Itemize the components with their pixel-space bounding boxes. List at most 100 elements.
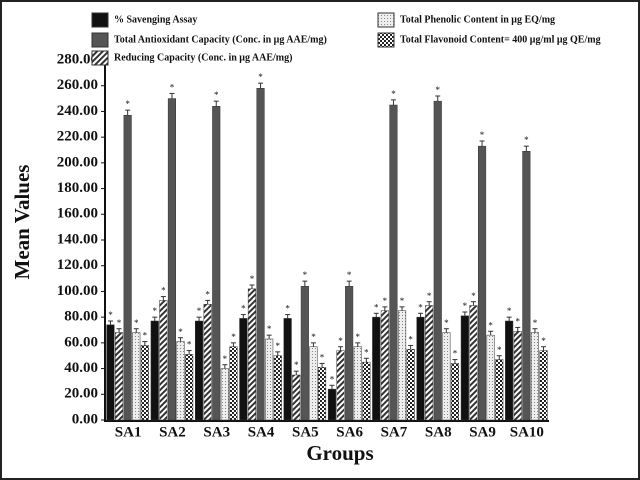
- bar: [195, 320, 204, 421]
- x-tick-label: SA4: [248, 424, 275, 440]
- bar: [123, 115, 132, 421]
- bar: [469, 305, 478, 421]
- x-tick-label: SA1: [115, 424, 142, 440]
- bar: [150, 320, 159, 421]
- bar: [203, 304, 212, 421]
- x-tick-label: SA7: [381, 424, 408, 440]
- bar: [433, 100, 442, 421]
- y-tick-label: 80.00: [64, 309, 98, 325]
- significance-marker: *: [161, 286, 166, 296]
- bar: [380, 310, 389, 421]
- y-tick-label: 180.00: [57, 180, 98, 196]
- significance-marker: *: [170, 82, 175, 92]
- significance-marker: *: [241, 304, 246, 314]
- significance-marker: *: [231, 332, 236, 342]
- significance-marker: *: [178, 327, 183, 337]
- y-tick-label: 200.00: [57, 154, 98, 170]
- legend-swatch: [377, 12, 395, 28]
- significance-marker: *: [427, 291, 432, 301]
- bar: [406, 349, 415, 421]
- bar: [362, 361, 371, 421]
- bar: [345, 286, 354, 421]
- x-tick-label: SA2: [159, 424, 186, 440]
- y-tick-label: 160.00: [57, 206, 98, 222]
- significance-marker: *: [338, 336, 343, 346]
- bar: [442, 332, 451, 421]
- significance-marker: *: [267, 324, 272, 334]
- bar: [522, 151, 531, 421]
- significance-marker: *: [488, 320, 493, 330]
- bar: [398, 310, 407, 421]
- significance-marker: *: [285, 304, 290, 314]
- x-axis-title: Groups: [306, 441, 373, 465]
- y-tick-label: 40.00: [64, 360, 98, 376]
- significance-marker: *: [303, 270, 308, 280]
- y-tick-label: 220.00: [57, 129, 98, 145]
- significance-marker: *: [250, 274, 255, 284]
- bar: [336, 350, 345, 421]
- bar: [292, 374, 301, 421]
- bar: [132, 332, 141, 421]
- significance-marker: *: [436, 85, 441, 95]
- bar: [327, 388, 336, 421]
- bar: [300, 286, 309, 421]
- bar: [486, 334, 495, 421]
- significance-marker: *: [134, 318, 139, 328]
- bar: [185, 354, 194, 421]
- significance-marker: *: [383, 296, 388, 306]
- significance-marker: *: [356, 332, 361, 342]
- significance-marker: *: [187, 340, 192, 350]
- bar: [495, 359, 504, 421]
- significance-marker: *: [276, 341, 281, 351]
- legend-swatch: [377, 32, 395, 48]
- bar: [247, 288, 256, 421]
- significance-marker: *: [533, 318, 538, 328]
- bar: [425, 305, 434, 421]
- bar: [167, 98, 176, 421]
- bar: [229, 346, 238, 421]
- y-tick-label: 60.00: [64, 334, 98, 350]
- y-tick-label: 120.00: [57, 257, 98, 273]
- significance-marker: *: [330, 374, 335, 384]
- significance-marker: *: [320, 352, 325, 362]
- legend-label: Total Antioxidant Capacity (Conc. in μg …: [114, 34, 327, 45]
- bar: [256, 88, 265, 421]
- y-tick-label: 0.00: [72, 411, 98, 427]
- significance-marker: *: [507, 306, 512, 316]
- x-tick-label: SA8: [425, 424, 452, 440]
- legend-label: Reducing Capacity (Conc. in μg AAE/mg): [114, 52, 292, 63]
- significance-marker: *: [374, 302, 379, 312]
- bar: [309, 346, 318, 421]
- significance-marker: *: [258, 72, 263, 82]
- legend-label: % Savenging Assay: [114, 14, 197, 25]
- bar: [265, 338, 274, 421]
- significance-marker: *: [311, 332, 316, 342]
- significance-marker: *: [391, 89, 396, 99]
- significance-marker: *: [480, 130, 485, 140]
- bar: [450, 363, 459, 421]
- legend-swatch: [91, 32, 109, 48]
- bar: [159, 300, 168, 421]
- significance-marker: *: [125, 99, 130, 109]
- significance-marker: *: [444, 318, 449, 328]
- significance-marker: *: [197, 306, 202, 316]
- y-axis-title: Mean Values: [10, 165, 34, 280]
- bar: [353, 346, 362, 421]
- bar: [513, 331, 522, 421]
- bar: [539, 350, 548, 421]
- x-tick-label: SA5: [292, 424, 319, 440]
- bar: [239, 318, 248, 421]
- bar: [389, 104, 398, 421]
- bar: [212, 106, 221, 421]
- bar: [372, 316, 381, 421]
- legend-swatch: [91, 12, 109, 28]
- significance-marker: *: [108, 310, 113, 320]
- significance-marker: *: [364, 347, 369, 357]
- bar: [273, 355, 282, 421]
- significance-marker: *: [524, 135, 529, 145]
- bar: [505, 320, 514, 421]
- legend-label: Total Phenolic Content in μg EQ/mg: [400, 14, 555, 25]
- x-tick-label: SA6: [336, 424, 363, 440]
